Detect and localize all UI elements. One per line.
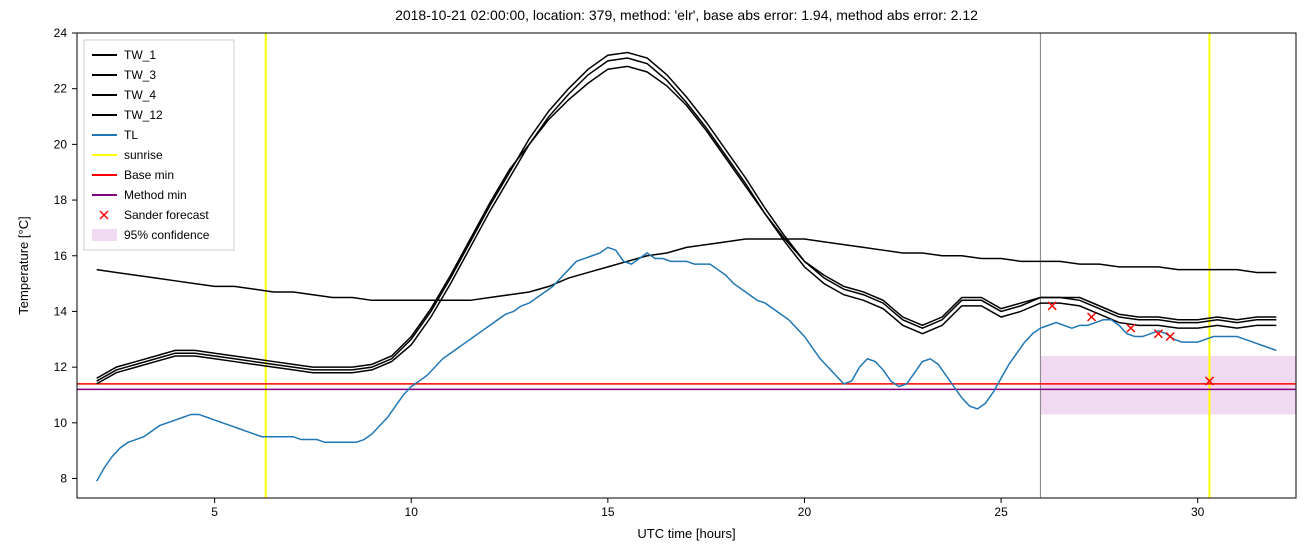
legend-label: Sander forecast xyxy=(124,208,209,222)
xtick-label: 30 xyxy=(1191,505,1205,519)
xtick-label: 25 xyxy=(994,505,1008,519)
xtick-label: 5 xyxy=(211,505,218,519)
ytick-label: 16 xyxy=(54,249,68,263)
legend-label: 95% confidence xyxy=(124,228,210,242)
ytick-label: 8 xyxy=(60,472,67,486)
legend-label: TW_3 xyxy=(124,68,156,82)
xtick-label: 20 xyxy=(798,505,812,519)
legend-label: Base min xyxy=(124,168,174,182)
ylabel: Temperature [°C] xyxy=(16,216,31,314)
legend-label: TW_12 xyxy=(124,108,163,122)
ytick-label: 12 xyxy=(54,360,68,374)
xtick-label: 10 xyxy=(405,505,419,519)
confidence-band xyxy=(1040,356,1296,414)
chart-title: 2018-10-21 02:00:00, location: 379, meth… xyxy=(395,7,978,23)
xtick-label: 15 xyxy=(601,505,615,519)
legend-label: TL xyxy=(124,128,138,142)
xlabel: UTC time [hours] xyxy=(637,526,735,541)
ytick-label: 22 xyxy=(54,82,68,96)
ytick-label: 24 xyxy=(54,26,68,40)
legend-label: TW_1 xyxy=(124,48,156,62)
ytick-label: 20 xyxy=(54,137,68,151)
legend-swatch xyxy=(92,229,117,241)
legend-label: sunrise xyxy=(124,148,163,162)
legend-label: Method min xyxy=(124,188,187,202)
ytick-label: 10 xyxy=(54,416,68,430)
ytick-label: 18 xyxy=(54,193,68,207)
chart-svg: 5 10 15 20 25 30 8 10 12 14 16 18 20 22 24 UTC time [ho… xyxy=(0,0,1311,547)
ytick-label: 14 xyxy=(54,304,68,318)
legend-label: TW_4 xyxy=(124,88,156,102)
chart-container: 5 10 15 20 25 30 8 10 12 14 16 18 20 22 24 UTC time [ho… xyxy=(0,0,1311,547)
